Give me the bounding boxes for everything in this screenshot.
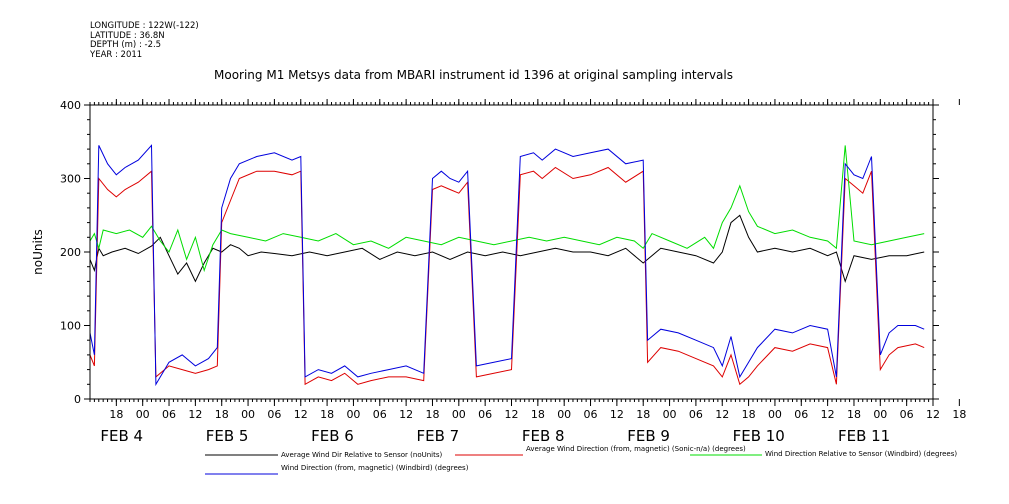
x-tick-label-31: 12: [926, 408, 940, 421]
x-tick-label-22: 06: [689, 408, 703, 421]
x-tick-label-28: 18: [847, 408, 861, 421]
x-tick-label-21: 00: [663, 408, 677, 421]
series-line-0: [89, 214, 925, 284]
longitude-text: LONGITUDE : 122W(-122): [90, 21, 199, 31]
x-tick-label-1: 00: [136, 408, 150, 421]
y-tick-label-3: 300: [60, 173, 81, 186]
legend-label-1: Average Wind Direction (from, magnetic) …: [526, 445, 746, 453]
y-tick-label-0: 0: [74, 393, 81, 406]
latitude-text: LATITUDE : 36.8N: [90, 30, 165, 41]
x-tick-label-13: 00: [452, 408, 466, 421]
series-line-2: [89, 145, 925, 273]
x-tick-label-14: 06: [478, 408, 492, 421]
series-line-3: [89, 144, 925, 387]
x-tick-label-4: 18: [215, 408, 229, 421]
metadata-block: LONGITUDE : 122W(-122) LATITUDE : 36.8N …: [90, 21, 199, 60]
series-line-1: [89, 166, 925, 386]
legend-label-2: Wind Direction Relative to Sensor (Windb…: [765, 450, 957, 458]
day-label-7: FEB 11: [838, 427, 890, 445]
x-tick-label-30: 06: [900, 408, 914, 421]
x-tick-label-27: 12: [821, 408, 835, 421]
day-label-5: FEB 9: [627, 427, 670, 445]
legend-label-3: Wind Direction (from, magnetic) (Windbir…: [281, 464, 469, 472]
depth-text: DEPTH (m) : -2.5: [90, 40, 162, 50]
x-tick-label-23: 12: [715, 408, 729, 421]
x-tick-label-18: 06: [584, 408, 598, 421]
x-tick-label-2: 06: [162, 408, 176, 421]
y-tick-label-1: 100: [60, 320, 81, 333]
x-tick-label-29: 00: [873, 408, 887, 421]
x-tick-label-17: 00: [557, 408, 571, 421]
legend-label-0: Average Wind Dir Relative to Sensor (noU…: [281, 451, 442, 459]
day-label-0: FEB 4: [100, 427, 143, 445]
x-tick-label-19: 12: [610, 408, 624, 421]
x-tick-label-7: 12: [294, 408, 308, 421]
x-tick-label-26: 06: [794, 408, 808, 421]
x-tick-label-24: 18: [742, 408, 756, 421]
x-tick-label-9: 00: [346, 408, 360, 421]
y-tick-label-4: 400: [60, 99, 81, 112]
x-tick-label-0: 18: [109, 408, 123, 421]
x-tick-label-8: 18: [320, 408, 334, 421]
day-label-2: FEB 6: [311, 427, 354, 445]
day-label-4: FEB 8: [522, 427, 565, 445]
year-text: YEAR : 2011: [90, 49, 143, 60]
x-tick-label-10: 06: [373, 408, 387, 421]
day-label-6: FEB 10: [733, 427, 785, 445]
y-tick-label-2: 200: [60, 246, 81, 259]
x-tick-label-20: 18: [636, 408, 650, 421]
x-tick-label-6: 06: [267, 408, 281, 421]
y-axis-label: noUnits: [31, 229, 45, 275]
x-tick-label-16: 18: [531, 408, 545, 421]
x-tick-label-3: 12: [188, 408, 202, 421]
x-tick-label-12: 18: [425, 408, 439, 421]
day-label-3: FEB 7: [416, 427, 459, 445]
chart-title: Mooring M1 Metsys data from MBARI instru…: [214, 68, 733, 82]
x-tick-label-32: 18: [952, 408, 966, 421]
x-tick-label-25: 00: [768, 408, 782, 421]
x-tick-label-5: 00: [241, 408, 255, 421]
day-label-1: FEB 5: [206, 427, 249, 445]
x-tick-label-15: 12: [505, 408, 519, 421]
x-tick-label-11: 12: [399, 408, 413, 421]
